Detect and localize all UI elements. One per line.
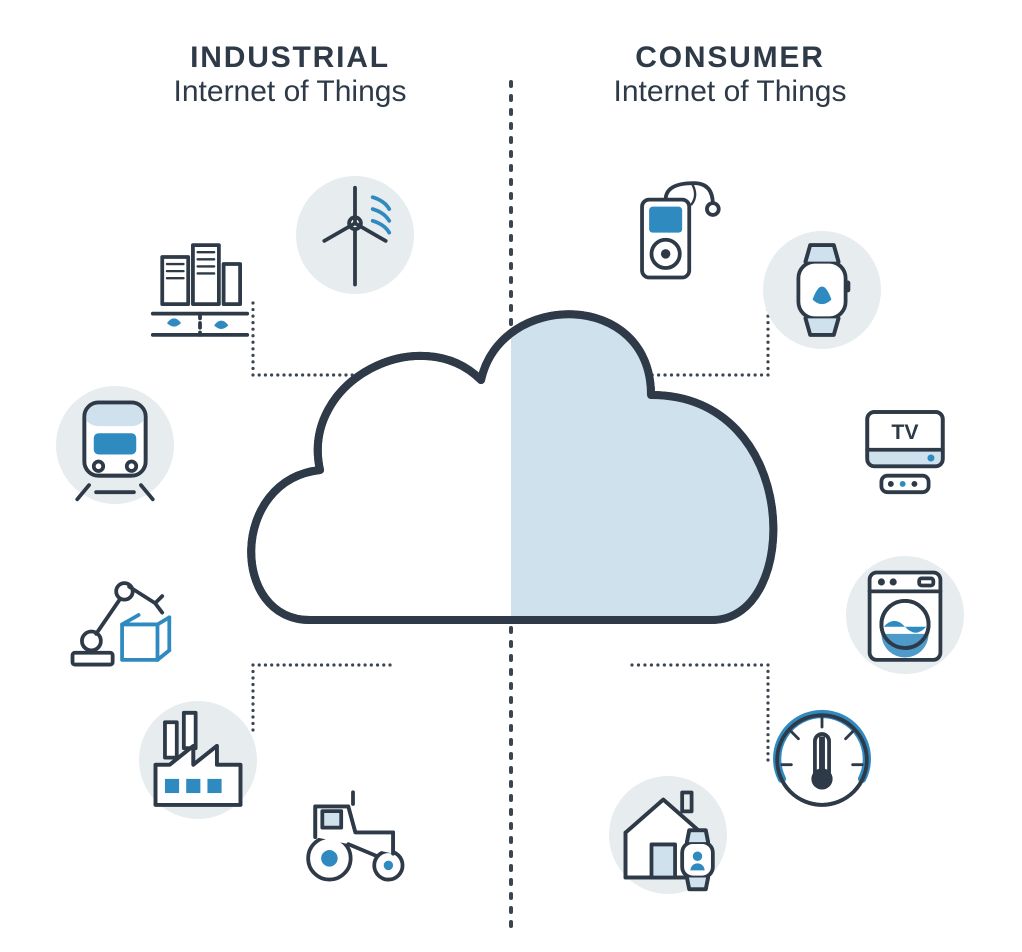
robot-arm-icon xyxy=(56,556,174,674)
smart-home-icon xyxy=(609,776,727,894)
tv-box-icon: TV xyxy=(846,386,964,504)
cloud-icon xyxy=(251,290,911,690)
train-icon xyxy=(56,386,174,504)
tractor-icon xyxy=(294,771,412,889)
infographic-stage: INDUSTRIAL Internet of Things CONSUMER I… xyxy=(0,0,1022,952)
washing-machine-icon xyxy=(846,556,964,674)
factory-icon xyxy=(139,701,257,819)
wind-turbine-icon xyxy=(296,176,414,294)
mp3-player-icon xyxy=(609,176,727,294)
svg-text:TV: TV xyxy=(891,420,919,444)
smartwatch-icon xyxy=(763,231,881,349)
city-icon xyxy=(141,231,259,349)
gauge-icon xyxy=(763,701,881,819)
